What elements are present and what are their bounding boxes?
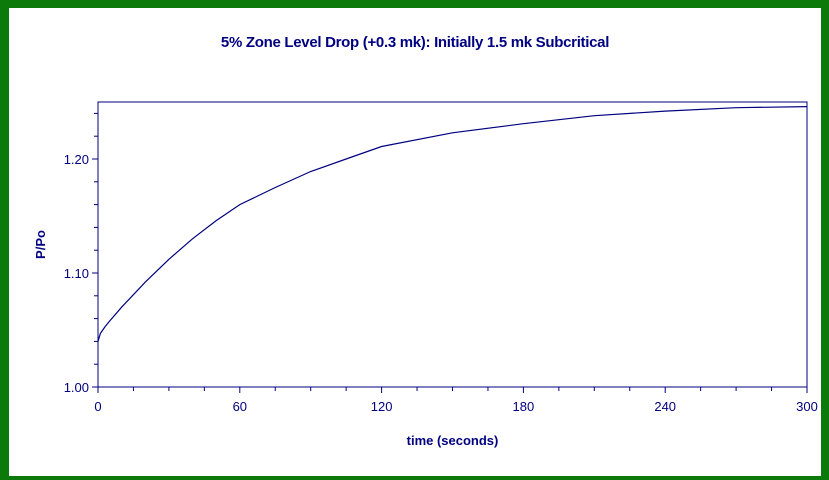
x-tick-label: 300 [796, 399, 818, 414]
y-tick-label: 1.00 [64, 380, 89, 395]
plot-area-border [97, 101, 808, 388]
y-axis-label: P/Po [33, 230, 48, 259]
x-tick-label: 180 [513, 399, 535, 414]
x-axis-label: time (seconds) [407, 433, 499, 448]
x-tick-label: 60 [233, 399, 247, 414]
chart-title: 5% Zone Level Drop (+0.3 mk): Initially … [220, 34, 610, 51]
x-tick-label: 0 [94, 399, 101, 414]
y-tick-label: 1.10 [64, 266, 89, 281]
chart-frame: 5% Zone Level Drop (+0.3 mk): Initially … [9, 8, 821, 476]
x-tick-label: 240 [654, 399, 676, 414]
chart-svg: 0 60 120 180 240 300 1.00 1.10 1.20 time (seconds… [33, 101, 818, 448]
x-tick-label: 120 [371, 399, 393, 414]
y-tick-label: 1.20 [64, 152, 89, 167]
series-line [97, 106, 808, 342]
